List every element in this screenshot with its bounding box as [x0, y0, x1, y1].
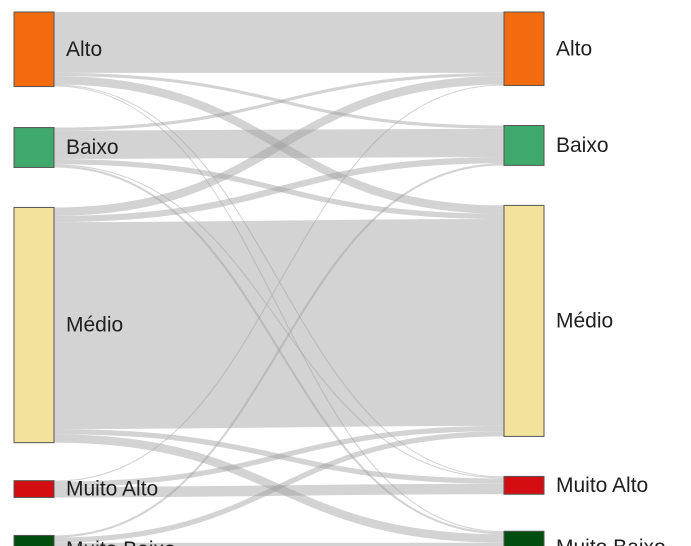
sankey-link-medio-to-baixo [53, 157, 505, 223]
left-node-label-baixo: Baixo [66, 136, 119, 159]
left-node-alto [13, 11, 55, 88]
left-node-label-muito-baixo: Muito Baixo [66, 538, 176, 546]
sankey-link-alto-to-muito-alto [53, 84, 505, 478]
sankey-link-baixo-to-medio [53, 159, 505, 220]
sankey-link-alto-to-muito-baixo [53, 85, 505, 533]
sankey-link-muito-baixo-to-medio [53, 431, 505, 543]
right-node-label-muito-baixo: Muito Baixo [556, 536, 666, 546]
right-node-label-alto: Alto [556, 37, 592, 60]
sankey-link-baixo-to-muito-alto [53, 164, 505, 479]
sankey-link-muito-alto-to-medio [53, 425, 505, 487]
sankey-link-medio-to-alto [53, 76, 505, 216]
sankey-link-muito-baixo-to-baixo [53, 163, 505, 538]
left-node-muito-baixo [13, 534, 55, 546]
right-node-muito-alto [503, 475, 545, 495]
left-node-muito-alto [13, 480, 55, 498]
left-node-baixo [13, 127, 55, 168]
sankey-link-baixo-to-baixo [53, 128, 505, 160]
sankey-link-medio-to-muito-alto [53, 429, 505, 484]
left-node-label-medio: Médio [66, 314, 123, 337]
sankey-link-alto-to-medio [53, 76, 505, 214]
right-node-label-muito-alto: Muito Alto [556, 474, 648, 497]
sankey-link-medio-to-medio [53, 219, 505, 429]
right-node-medio [503, 204, 545, 437]
left-node-label-alto: Alto [66, 38, 102, 61]
sankey-nodes [13, 11, 545, 546]
right-node-muito-baixo [503, 530, 545, 546]
left-node-label-muito-alto: Muito Alto [66, 478, 158, 501]
right-node-alto [503, 11, 545, 86]
sankey-link-muito-alto-to-muito-alto [53, 483, 505, 498]
sankey-link-muito-alto-to-alto [53, 84, 505, 482]
sankey-link-alto-to-baixo [53, 72, 505, 129]
sankey-labels: Alto Baixo Médio Muito Alto Muito Baixo Alto B… [66, 37, 666, 546]
right-node-label-medio: Médio [556, 309, 613, 332]
sankey-link-baixo-to-alto [53, 72, 505, 131]
sankey-link-medio-to-muito-baixo [53, 434, 505, 543]
left-node-medio [13, 206, 55, 444]
sankey-links [53, 11, 505, 546]
right-node-baixo [503, 125, 545, 166]
right-node-label-baixo: Baixo [556, 134, 609, 157]
sankey-link-baixo-to-muito-baixo [53, 165, 505, 535]
